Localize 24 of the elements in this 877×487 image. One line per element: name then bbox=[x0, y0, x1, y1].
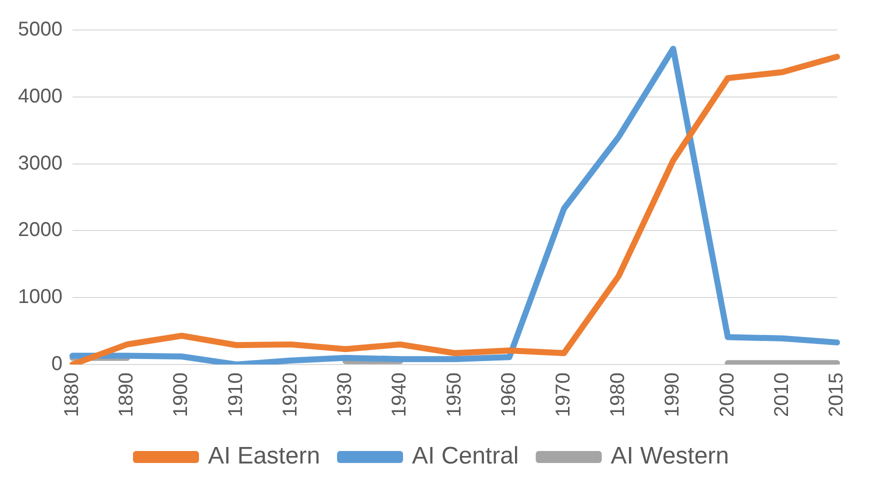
x-tick-label: 1940 bbox=[388, 372, 411, 418]
legend-label: AI Western bbox=[610, 442, 730, 470]
x-tick-label: 2010 bbox=[770, 372, 793, 418]
x-tick-label: 1960 bbox=[498, 372, 520, 418]
x-tick-label: 1990 bbox=[662, 372, 684, 418]
y-tick-label: 5000 bbox=[18, 18, 62, 41]
x-tick-label: 1890 bbox=[116, 372, 138, 418]
x-tick-label: 1930 bbox=[334, 372, 356, 418]
y-tick-label: 4000 bbox=[18, 85, 62, 108]
x-tick-label: 1900 bbox=[170, 372, 192, 418]
y-tick-label: 3000 bbox=[18, 152, 62, 174]
x-tick-label: 2015 bbox=[826, 372, 848, 418]
x-tick-label: 1950 bbox=[443, 372, 466, 418]
y-tick-label: 1000 bbox=[18, 286, 62, 308]
x-tick-label: 1970 bbox=[552, 372, 574, 418]
x-tick-label: 2000 bbox=[716, 372, 738, 418]
y-tick-label: 0 bbox=[51, 353, 62, 376]
legend-label: AI Eastern bbox=[208, 442, 320, 470]
x-tick-label: 1880 bbox=[61, 372, 84, 418]
x-tick-label: 1980 bbox=[607, 372, 630, 418]
legend-label: AI Central bbox=[412, 442, 519, 470]
x-tick-label: 1920 bbox=[279, 372, 302, 418]
y-tick-label: 2000 bbox=[18, 219, 62, 242]
x-tick-label: 1910 bbox=[224, 372, 247, 418]
